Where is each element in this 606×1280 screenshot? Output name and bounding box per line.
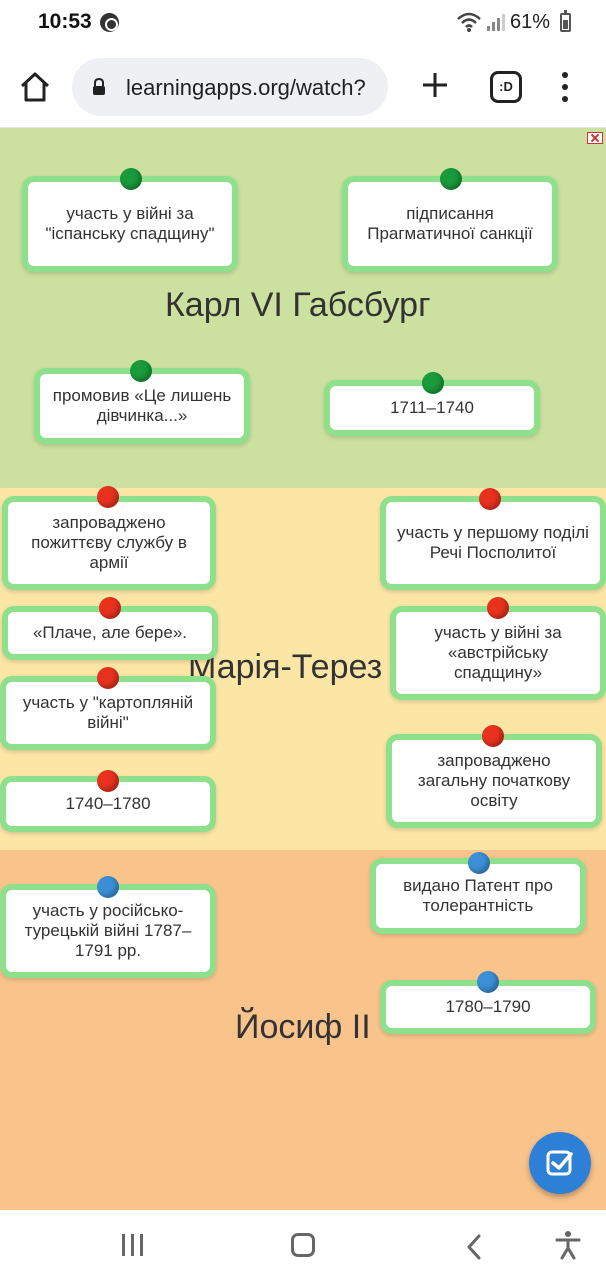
card-text: 1780–1790: [445, 997, 531, 1016]
app-notification-icon: [100, 13, 119, 32]
answer-card[interactable]: «Плаче, але бере».: [2, 606, 218, 660]
system-nav-bar: [0, 1210, 606, 1280]
status-pin: [97, 876, 119, 898]
answer-card[interactable]: запроваджено пожиттєву службу в армії: [2, 496, 216, 590]
lock-icon[interactable]: [92, 78, 106, 96]
card-text: 1711–1740: [390, 398, 474, 417]
card-text: участь у першому поділі Речі Посполитої: [397, 523, 589, 562]
status-pin: [487, 597, 509, 619]
status-pin: [130, 360, 152, 382]
zone-title-josef: Йосиф II: [235, 1008, 371, 1046]
answer-card[interactable]: участь у першому поділі Речі Посполитої: [380, 496, 606, 590]
zone-title-maria: Марія-Терез: [188, 648, 383, 686]
status-pin: [422, 372, 444, 394]
status-pin: [99, 597, 121, 619]
status-pin: [482, 725, 504, 747]
card-text: промовив «Це лишень дівчинка...»: [52, 386, 232, 425]
card-text: участь у російсько-турецькій війні 1787–…: [24, 901, 192, 960]
status-pin: [120, 168, 142, 190]
card-text: «Плаче, але бере».: [32, 623, 188, 642]
card-text: участь у "картопляній війні": [22, 693, 194, 732]
back-icon[interactable]: [466, 1234, 482, 1260]
wifi-icon: [457, 12, 481, 32]
home-nav-icon[interactable]: [291, 1233, 315, 1257]
more-vert-icon[interactable]: [556, 70, 574, 104]
answer-card[interactable]: підписання Прагматичної санкції: [342, 176, 558, 272]
status-pin: [97, 486, 119, 508]
status-pin: [97, 770, 119, 792]
card-text: участь у війні за "іспанську спадщину": [45, 204, 215, 243]
signal-icon: [487, 14, 505, 31]
accessibility-icon[interactable]: [555, 1230, 581, 1260]
url-text[interactable]: learningapps.org/watch?: [126, 75, 366, 100]
status-pin: [440, 168, 462, 190]
card-text: підписання Прагматичної санкції: [367, 204, 533, 243]
learningapps-board: Карл VI Габсбург Марія-Терез Йосиф II уч…: [0, 128, 606, 1210]
status-pin: [468, 852, 490, 874]
answer-card[interactable]: участь у "картопляній війні": [0, 676, 216, 750]
answer-card[interactable]: участь у війні за "іспанську спадщину": [22, 176, 238, 272]
check-answers-button[interactable]: [529, 1132, 591, 1194]
battery-percent: 61%: [510, 11, 551, 33]
browser-toolbar: learningapps.org/watch? :D: [0, 46, 606, 128]
status-pin: [97, 667, 119, 689]
battery-icon: [560, 10, 571, 32]
tab-switcher-button[interactable]: :D: [490, 71, 522, 103]
address-bar[interactable]: learningapps.org/watch?: [72, 58, 388, 116]
card-text: участь у війні за «австрійську спадщину»: [434, 623, 562, 682]
answer-card[interactable]: запроваджено загальну початкову освіту: [386, 734, 602, 828]
status-time: 10:53: [38, 10, 92, 33]
answer-card[interactable]: 1711–1740: [324, 380, 540, 436]
plus-icon[interactable]: [420, 70, 450, 100]
status-pin: [479, 488, 501, 510]
card-text: запроваджено пожиттєву службу в армії: [31, 513, 187, 572]
zone-title-karl: Карл VI Габсбург: [165, 286, 431, 324]
card-text: 1740–1780: [65, 794, 151, 813]
status-pin: [477, 971, 499, 993]
answer-card[interactable]: участь у війні за «австрійську спадщину»: [390, 606, 606, 700]
status-bar: 10:53 61%: [0, 0, 606, 46]
recent-apps-icon[interactable]: [122, 1234, 146, 1256]
card-text: запроваджено загальну початкову освіту: [417, 751, 571, 810]
answer-card[interactable]: участь у російсько-турецькій війні 1787–…: [0, 884, 216, 978]
card-text: видано Патент про толерантність: [403, 876, 553, 915]
check-icon: [546, 1150, 573, 1176]
fullscreen-exit-icon[interactable]: [587, 132, 603, 144]
home-icon[interactable]: [18, 70, 52, 104]
